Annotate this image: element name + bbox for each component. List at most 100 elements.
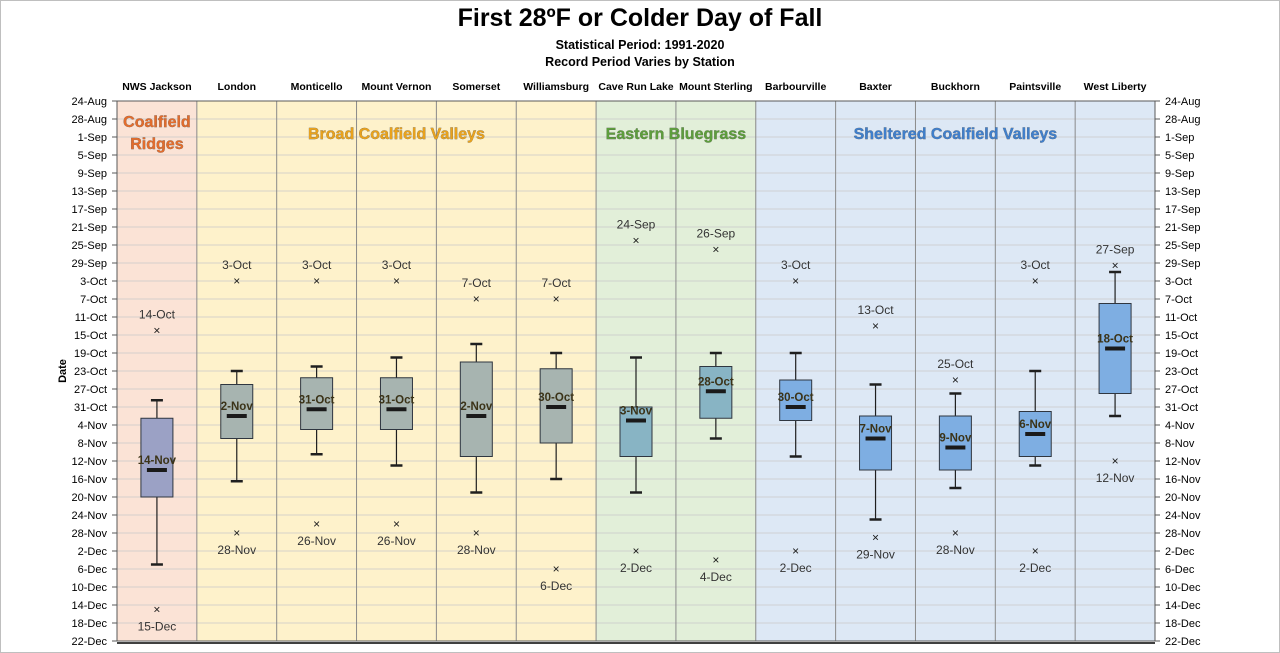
y-tick-label-left: 12-Nov bbox=[72, 456, 108, 468]
late-record-label: 29-Nov bbox=[856, 548, 895, 562]
late-record-label: 28-Nov bbox=[936, 543, 975, 557]
late-record-label: 6-Dec bbox=[540, 579, 572, 593]
early-record-marker: × bbox=[1032, 274, 1039, 288]
y-tick-label-left: 8-Nov bbox=[78, 438, 108, 450]
late-record-marker: × bbox=[872, 531, 879, 545]
early-record-marker: × bbox=[952, 373, 959, 387]
y-tick-label-left: 28-Nov bbox=[72, 528, 108, 540]
late-record-label: 15-Dec bbox=[138, 620, 177, 634]
y-tick-label-right: 6-Dec bbox=[1165, 564, 1195, 576]
median-label: 2-Nov bbox=[460, 401, 493, 413]
median-label: 6-Nov bbox=[1019, 419, 1052, 431]
y-tick-label-right: 27-Oct bbox=[1165, 384, 1198, 396]
early-record-marker: × bbox=[792, 274, 799, 288]
y-tick-label-left: 21-Sep bbox=[72, 222, 107, 234]
early-record-label: 3-Oct bbox=[382, 258, 412, 272]
y-tick-label-left: 24-Nov bbox=[72, 510, 108, 522]
early-record-marker: × bbox=[473, 292, 480, 306]
y-tick-label-left: 11-Oct bbox=[75, 312, 107, 324]
iqr-box bbox=[619, 406, 653, 457]
region-label: Eastern Bluegrass bbox=[606, 126, 747, 143]
early-record-label: 7-Oct bbox=[462, 276, 492, 290]
y-tick-label-left: 24-Aug bbox=[72, 96, 107, 108]
y-tick-label-right: 23-Oct bbox=[1165, 366, 1198, 378]
region-label-line2: Ridges bbox=[130, 136, 183, 153]
chart-subtitle: Statistical Period: 1991-2020 bbox=[555, 38, 725, 52]
station-label: Somerset bbox=[452, 81, 500, 93]
y-tick-label-right: 28-Aug bbox=[1165, 114, 1200, 126]
y-tick-label-left: 10-Dec bbox=[72, 582, 108, 594]
y-tick-label-left: 28-Aug bbox=[72, 114, 107, 126]
median-label: 30-Oct bbox=[778, 392, 814, 404]
y-tick-label-right: 12-Nov bbox=[1165, 456, 1201, 468]
iqr-box bbox=[379, 377, 413, 430]
early-record-label: 24-Sep bbox=[617, 218, 656, 232]
early-record-label: 25-Oct bbox=[937, 357, 974, 371]
early-record-marker: × bbox=[313, 274, 320, 288]
y-tick-label-right: 11-Oct bbox=[1165, 312, 1197, 324]
y-tick-label-right: 25-Sep bbox=[1165, 240, 1200, 252]
y-tick-label-left: 17-Sep bbox=[72, 204, 107, 216]
y-tick-label-right: 31-Oct bbox=[1165, 402, 1198, 414]
iqr-box bbox=[140, 417, 174, 498]
early-record-marker: × bbox=[1112, 258, 1119, 272]
late-record-marker: × bbox=[1032, 544, 1039, 558]
early-record-marker: × bbox=[393, 274, 400, 288]
early-record-marker: × bbox=[872, 319, 879, 333]
iqr-box bbox=[300, 377, 334, 430]
y-tick-label-left: 16-Nov bbox=[72, 474, 108, 486]
iqr-box bbox=[859, 415, 893, 471]
y-tick-label-left: 1-Sep bbox=[78, 132, 107, 144]
late-record-marker: × bbox=[473, 526, 480, 540]
y-tick-label-right: 16-Nov bbox=[1165, 474, 1201, 486]
y-tick-label-right: 8-Nov bbox=[1165, 438, 1195, 450]
late-record-label: 2-Dec bbox=[620, 561, 652, 575]
y-tick-label-left: 5-Sep bbox=[78, 150, 107, 162]
y-tick-label-right: 2-Dec bbox=[1165, 546, 1195, 558]
y-tick-label-left: 4-Nov bbox=[78, 420, 108, 432]
y-tick-label-left: 7-Oct bbox=[80, 294, 107, 306]
y-tick-label-right: 24-Aug bbox=[1165, 96, 1200, 108]
y-tick-label-right: 24-Nov bbox=[1165, 510, 1201, 522]
iqr-box bbox=[459, 361, 493, 457]
late-record-label: 4-Dec bbox=[700, 570, 732, 584]
y-tick-label-right: 9-Sep bbox=[1165, 168, 1194, 180]
y-tick-label-right: 7-Oct bbox=[1165, 294, 1192, 306]
y-tick-label-right: 22-Dec bbox=[1165, 636, 1201, 648]
y-tick-label-left: 6-Dec bbox=[78, 564, 108, 576]
chart-title: First 28ºF or Colder Day of Fall bbox=[457, 4, 823, 32]
late-record-marker: × bbox=[233, 526, 240, 540]
y-tick-label-right: 15-Oct bbox=[1165, 330, 1198, 342]
median-label: 28-Oct bbox=[698, 376, 734, 388]
station-label: London bbox=[218, 81, 256, 93]
median-label: 3-Nov bbox=[620, 406, 653, 418]
late-record-label: 26-Nov bbox=[297, 534, 336, 548]
median-label: 7-Nov bbox=[860, 424, 893, 436]
early-record-marker: × bbox=[712, 243, 719, 257]
median-label: 18-Oct bbox=[1097, 334, 1133, 346]
early-record-label: 7-Oct bbox=[541, 276, 571, 290]
late-record-marker: × bbox=[553, 562, 560, 576]
early-record-label: 14-Oct bbox=[139, 308, 176, 322]
y-tick-label-left: 19-Oct bbox=[74, 348, 107, 360]
late-record-marker: × bbox=[1112, 454, 1119, 468]
y-tick-label-right: 3-Oct bbox=[1165, 276, 1192, 288]
station-label: Baxter bbox=[859, 81, 892, 93]
y-tick-label-left: 20-Nov bbox=[72, 492, 108, 504]
y-tick-label-right: 29-Sep bbox=[1165, 258, 1200, 270]
late-record-marker: × bbox=[632, 544, 639, 558]
late-record-label: 28-Nov bbox=[457, 543, 496, 557]
early-record-label: 3-Oct bbox=[781, 258, 811, 272]
early-record-label: 26-Sep bbox=[696, 227, 735, 241]
y-tick-label-left: 9-Sep bbox=[78, 168, 107, 180]
iqr-box bbox=[938, 415, 972, 471]
station-label: Paintsville bbox=[1009, 81, 1061, 93]
late-record-marker: × bbox=[393, 517, 400, 531]
y-tick-label-right: 28-Nov bbox=[1165, 528, 1201, 540]
early-record-label: 3-Oct bbox=[1021, 258, 1051, 272]
late-record-marker: × bbox=[792, 544, 799, 558]
early-record-label: 13-Oct bbox=[858, 303, 895, 317]
y-tick-label-right: 5-Sep bbox=[1165, 150, 1194, 162]
late-record-marker: × bbox=[313, 517, 320, 531]
y-tick-label-left: 2-Dec bbox=[78, 546, 108, 558]
